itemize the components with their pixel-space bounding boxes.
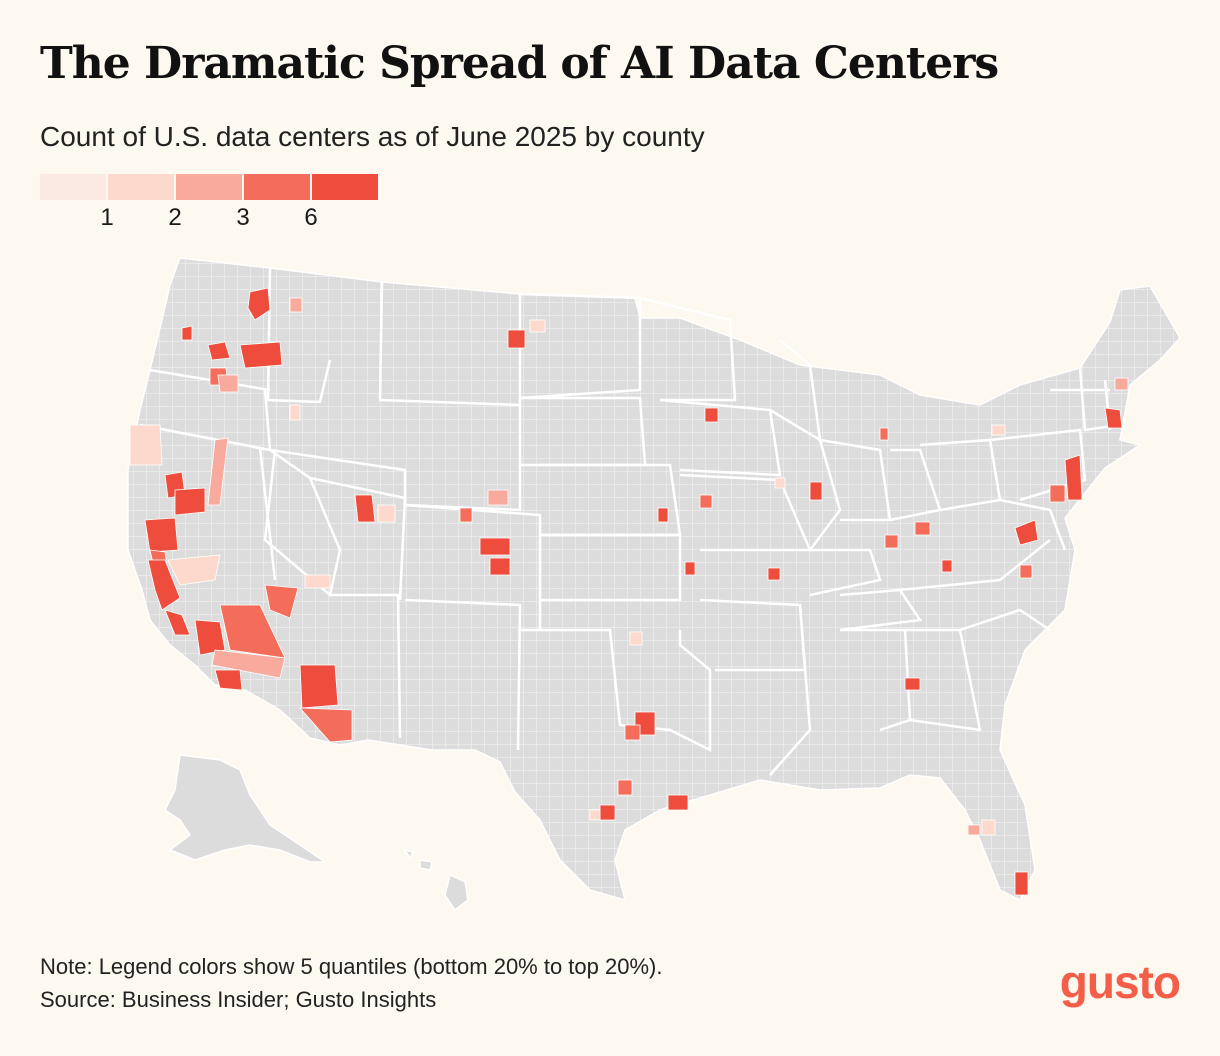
source-line: Source: Business Insider; Gusto Insights bbox=[40, 987, 437, 1012]
county-highlight bbox=[354, 494, 376, 523]
county-highlight bbox=[699, 494, 713, 509]
state-borders bbox=[139, 267, 1121, 776]
county-highlight bbox=[914, 521, 931, 536]
county-highlight bbox=[629, 631, 643, 646]
county-highlight bbox=[507, 329, 526, 349]
county-highlight bbox=[304, 574, 331, 589]
highlighted-counties bbox=[129, 287, 1129, 896]
legend-tick-4: 6 bbox=[304, 204, 318, 231]
county-highlight bbox=[217, 374, 239, 393]
legend-swatch-5 bbox=[312, 174, 378, 200]
county-highlight bbox=[941, 559, 953, 573]
county-highlight bbox=[904, 677, 921, 691]
county-highlight bbox=[289, 297, 303, 313]
county-highlight bbox=[774, 477, 786, 489]
county-highlight bbox=[704, 407, 719, 423]
chart-title: The Dramatic Spread of AI Data Centers bbox=[40, 38, 999, 89]
county-highlight bbox=[487, 489, 509, 506]
county-highlight bbox=[239, 341, 283, 369]
county-highlight bbox=[129, 424, 163, 466]
county-highlight bbox=[1049, 484, 1066, 503]
county-highlight bbox=[289, 404, 301, 421]
county-highlight bbox=[144, 517, 179, 553]
county-highlight bbox=[1114, 377, 1129, 391]
color-legend: 1 2 3 6 bbox=[40, 174, 380, 231]
county-highlight bbox=[1014, 519, 1039, 546]
county-highlight bbox=[1064, 454, 1083, 501]
county-highlight bbox=[879, 427, 889, 441]
county-highlight bbox=[164, 609, 191, 636]
county-highlight bbox=[214, 669, 243, 691]
county-highlight bbox=[589, 809, 601, 821]
county-highlight bbox=[147, 559, 181, 611]
county-highlight bbox=[991, 424, 1006, 436]
county-highlight bbox=[657, 507, 669, 523]
legend-tick-3: 3 bbox=[236, 204, 250, 231]
county-highlight bbox=[767, 567, 781, 581]
county-highlight bbox=[207, 341, 231, 361]
county-highlight bbox=[967, 824, 981, 836]
county-highlight bbox=[167, 554, 221, 586]
legend-tick-1: 1 bbox=[100, 204, 114, 231]
hawaii-island bbox=[419, 859, 433, 871]
county-highlight bbox=[1019, 564, 1033, 579]
legend-tick-2: 2 bbox=[168, 204, 182, 231]
legend-swatch-4 bbox=[244, 174, 310, 200]
chart-subtitle: Count of U.S. data centers as of June 20… bbox=[40, 121, 705, 152]
county-highlight bbox=[299, 707, 353, 743]
hawaii-island bbox=[444, 873, 469, 912]
county-highlight bbox=[684, 561, 696, 576]
hawaii-island bbox=[403, 848, 415, 860]
county-highlight bbox=[194, 619, 226, 656]
county-highlight bbox=[624, 724, 641, 741]
county-highlight bbox=[211, 649, 286, 679]
county-highlight bbox=[1014, 871, 1029, 896]
county-highlight bbox=[529, 319, 546, 333]
county-highlight bbox=[981, 819, 996, 836]
county-highlight bbox=[479, 537, 511, 556]
county-grid-overlay bbox=[128, 258, 1180, 900]
county-highlight bbox=[207, 437, 229, 506]
county-highlight bbox=[181, 325, 193, 341]
gusto-logo: gusto bbox=[1059, 956, 1181, 1008]
county-highlight bbox=[1104, 407, 1123, 429]
county-highlight bbox=[459, 507, 473, 523]
county-highlight bbox=[299, 664, 339, 709]
footnote: Note: Legend colors show 5 quantiles (bo… bbox=[40, 954, 663, 979]
county-highlight bbox=[174, 487, 206, 516]
county-highlight bbox=[884, 534, 899, 549]
county-highlight bbox=[247, 287, 271, 321]
county-highlight bbox=[809, 481, 823, 501]
county-highlight bbox=[377, 504, 396, 523]
county-highlight bbox=[617, 779, 633, 796]
legend-swatch-1 bbox=[40, 174, 106, 200]
us-county-map bbox=[127, 257, 1180, 912]
alaska-landmass bbox=[164, 754, 328, 863]
county-highlight bbox=[599, 804, 616, 821]
county-highlight bbox=[264, 584, 299, 619]
legend-swatch-2 bbox=[108, 174, 174, 200]
county-highlight bbox=[667, 794, 689, 811]
legend-swatch-3 bbox=[176, 174, 242, 200]
county-highlight bbox=[489, 557, 511, 576]
